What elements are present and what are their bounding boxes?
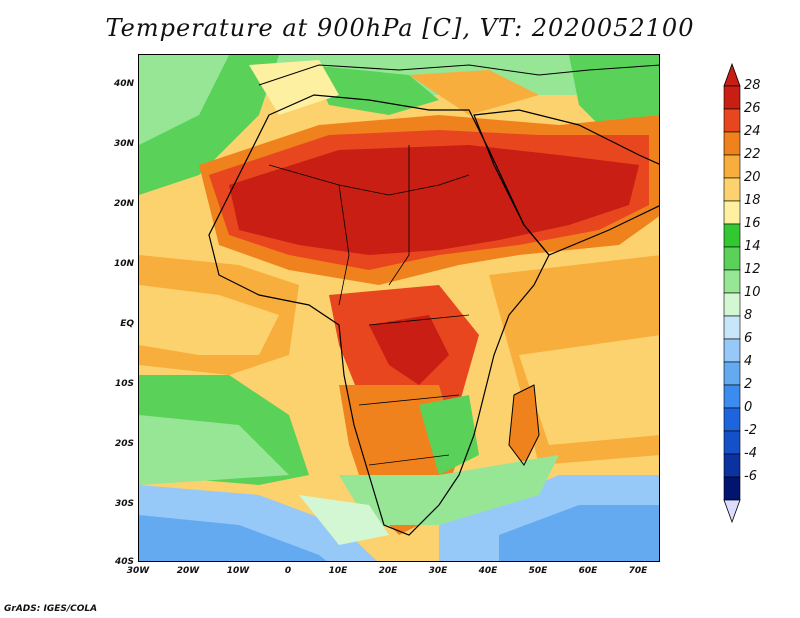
colorbar-segment-8: [723, 269, 741, 294]
lat-label-20s: 20S: [114, 439, 134, 449]
europe-coastline: [258, 64, 659, 86]
africa-coastline: [208, 94, 550, 536]
colorbar: [723, 62, 741, 524]
colorbar-label: 2: [744, 377, 753, 392]
lat-label-10n: 10N: [113, 259, 134, 269]
colorbar-label: 0: [744, 400, 753, 415]
colorbar-label: 26: [744, 101, 761, 116]
border-3: [388, 145, 410, 286]
colorbar-segment-5: [723, 200, 741, 225]
colorbar-segment-9: [723, 292, 741, 317]
colorbar-label: 14: [744, 239, 761, 254]
colorbar-segment-4: [723, 177, 741, 202]
colorbar-label: 8: [744, 308, 753, 323]
southern-africa-green: [419, 395, 479, 475]
colorbar-label: 18: [744, 193, 761, 208]
map-title: Temperature at 900hPa [C], VT: 202005210…: [105, 14, 695, 42]
tropical-atlantic-field: [139, 285, 279, 355]
border-4: [368, 314, 470, 326]
lon-label-30e: 30E: [428, 566, 448, 576]
lon-label-50e: 50E: [528, 566, 548, 576]
border-1: [268, 164, 470, 196]
colorbar-segment-0: [723, 85, 741, 110]
colorbar-label: -4: [744, 446, 757, 461]
lat-label-20n: 20N: [113, 199, 134, 209]
colorbar-label: 22: [744, 147, 761, 162]
colorbar-label: 16: [744, 216, 761, 231]
colorbar-bottom-arrow: [723, 499, 741, 524]
colorbar-segment-7: [723, 246, 741, 271]
colorbar-label: 4: [744, 354, 753, 369]
colorbar-label: -2: [744, 423, 757, 438]
border-2: [338, 184, 350, 306]
colorbar-segment-3: [723, 154, 741, 179]
colorbar-segment-11: [723, 338, 741, 363]
colorbar-segment-16: [723, 453, 741, 478]
madagascar-field: [509, 385, 539, 465]
colorbar-label: 6: [744, 331, 753, 346]
south-atlantic-lightgreen: [139, 415, 289, 485]
colorbar-segment-14: [723, 407, 741, 432]
colorbar-label: 24: [744, 124, 761, 139]
border-5: [358, 394, 460, 406]
turkey-field: [409, 70, 539, 115]
colorbar-segment-12: [723, 361, 741, 386]
lat-label-40n: 40N: [113, 79, 134, 89]
colorbar-segment-6: [723, 223, 741, 248]
lat-label-eq: EQ: [120, 319, 134, 329]
lon-label-30w: 30W: [126, 566, 150, 576]
colorbar-top-arrow: [723, 62, 741, 87]
south-band-cyan: [299, 495, 389, 545]
lon-label-20w: 20W: [176, 566, 200, 576]
colorbar-segment-17: [723, 476, 741, 501]
lon-label-10e: 10E: [328, 566, 348, 576]
north-atlantic-lightgreen: [139, 55, 229, 145]
colorbar-segment-13: [723, 384, 741, 409]
lat-label-10s: 10S: [114, 379, 134, 389]
lon-label-10w: 10W: [226, 566, 250, 576]
madagascar-coastline: [508, 384, 540, 466]
temperature-map: [138, 54, 660, 562]
colorbar-segment-10: [723, 315, 741, 340]
central-asia-green: [569, 55, 659, 135]
colorbar-label: 10: [744, 285, 761, 300]
arabia-coastline: [473, 109, 659, 256]
map-canvas: [139, 55, 659, 561]
indian-ocean-yellow: [519, 335, 659, 445]
mediterranean-green: [309, 65, 439, 115]
border-6: [368, 454, 450, 466]
colorbar-label: 28: [744, 78, 761, 93]
colorbar-segment-2: [723, 131, 741, 156]
lon-label-70e: 70E: [628, 566, 648, 576]
south-atlantic-blue: [139, 515, 327, 561]
south-indian-blue: [499, 505, 659, 561]
lon-label-0: 0: [284, 566, 292, 576]
lon-label-40e: 40E: [478, 566, 498, 576]
lat-label-40s: 40S: [114, 557, 134, 567]
iberia-field: [249, 60, 339, 115]
credit-text: GrADS: IGES/COLA: [4, 604, 98, 614]
lat-label-30s: 30S: [114, 499, 134, 509]
central-africa-hot: [369, 315, 449, 385]
colorbar-segment-1: [723, 108, 741, 133]
lat-label-30n: 30N: [113, 139, 134, 149]
sahara-hot: [229, 145, 639, 255]
colorbar-label: 20: [744, 170, 761, 185]
lon-label-20e: 20E: [378, 566, 398, 576]
lon-label-60e: 60E: [578, 566, 598, 576]
colorbar-label: 12: [744, 262, 761, 277]
colorbar-label: -6: [744, 469, 757, 484]
colorbar-segment-15: [723, 430, 741, 455]
